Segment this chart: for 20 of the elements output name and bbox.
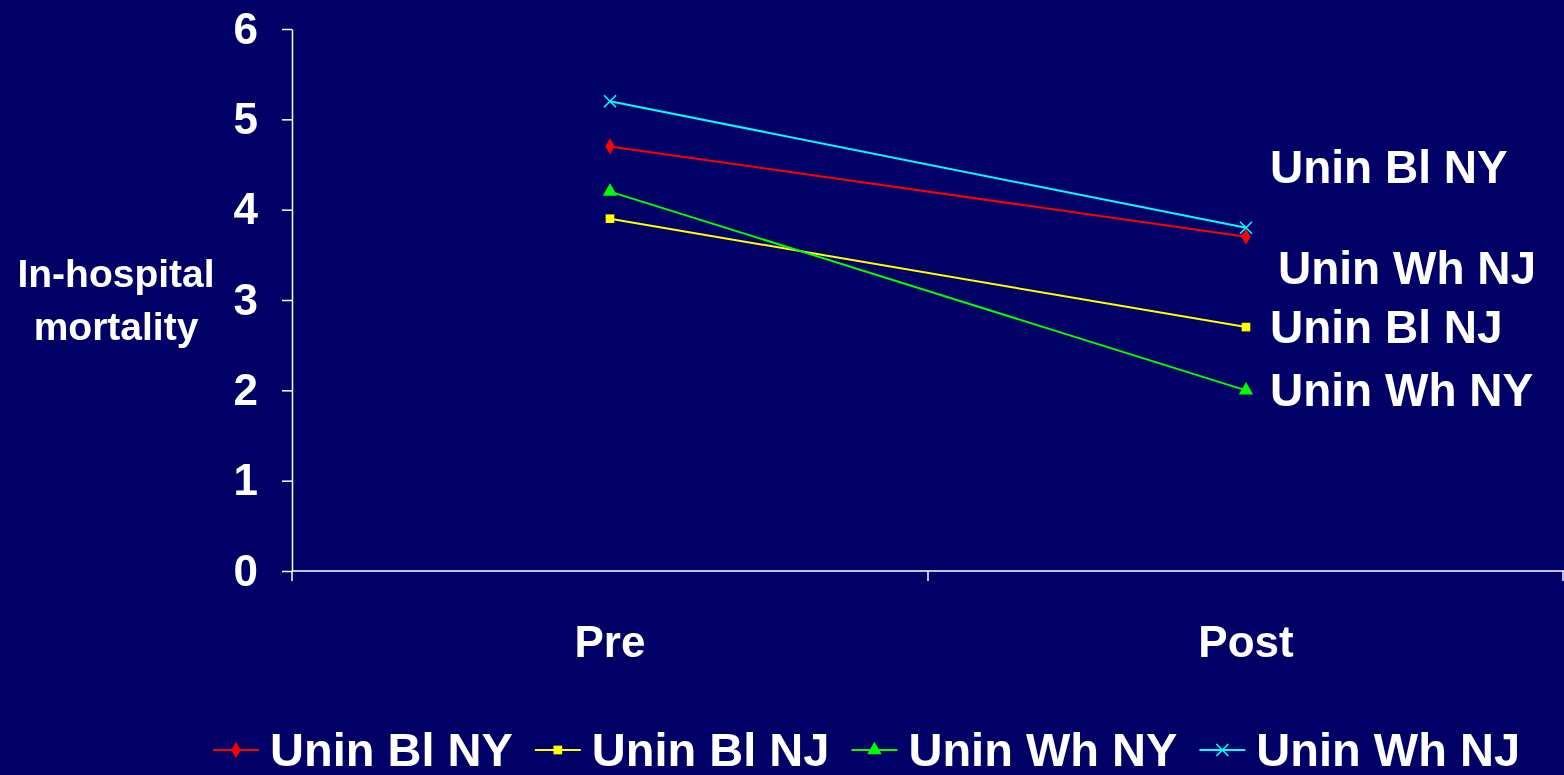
y-tick-label: 0: [233, 545, 258, 595]
annotation: Unin Wh NJ: [1278, 242, 1537, 295]
y-tick-label: 1: [233, 455, 258, 505]
annotation: Unin Bl NY: [1270, 141, 1508, 194]
y-tick-label: 2: [233, 364, 258, 414]
x-tick-label: Post: [1198, 617, 1295, 666]
legend-label: Unin Bl NJ: [591, 723, 830, 775]
point: [603, 94, 617, 109]
annotation: Unin Wh NY: [1270, 364, 1534, 417]
point: [605, 214, 615, 224]
legend-label: Unin Bl NY: [270, 723, 513, 775]
y-tick-label: 4: [233, 184, 259, 234]
y-tick-label: 3: [233, 274, 258, 324]
x-tick-label: Pre: [574, 617, 646, 666]
y-tick-label: 5: [233, 93, 258, 143]
y-tick-label: 6: [233, 3, 258, 53]
legend-label: Unin Wh NY: [908, 723, 1178, 775]
y-axis-title: In-hospital mortality: [17, 252, 215, 349]
annotation: Unin Bl NJ: [1270, 301, 1503, 354]
legend-label: Unin Wh NJ: [1256, 723, 1521, 775]
